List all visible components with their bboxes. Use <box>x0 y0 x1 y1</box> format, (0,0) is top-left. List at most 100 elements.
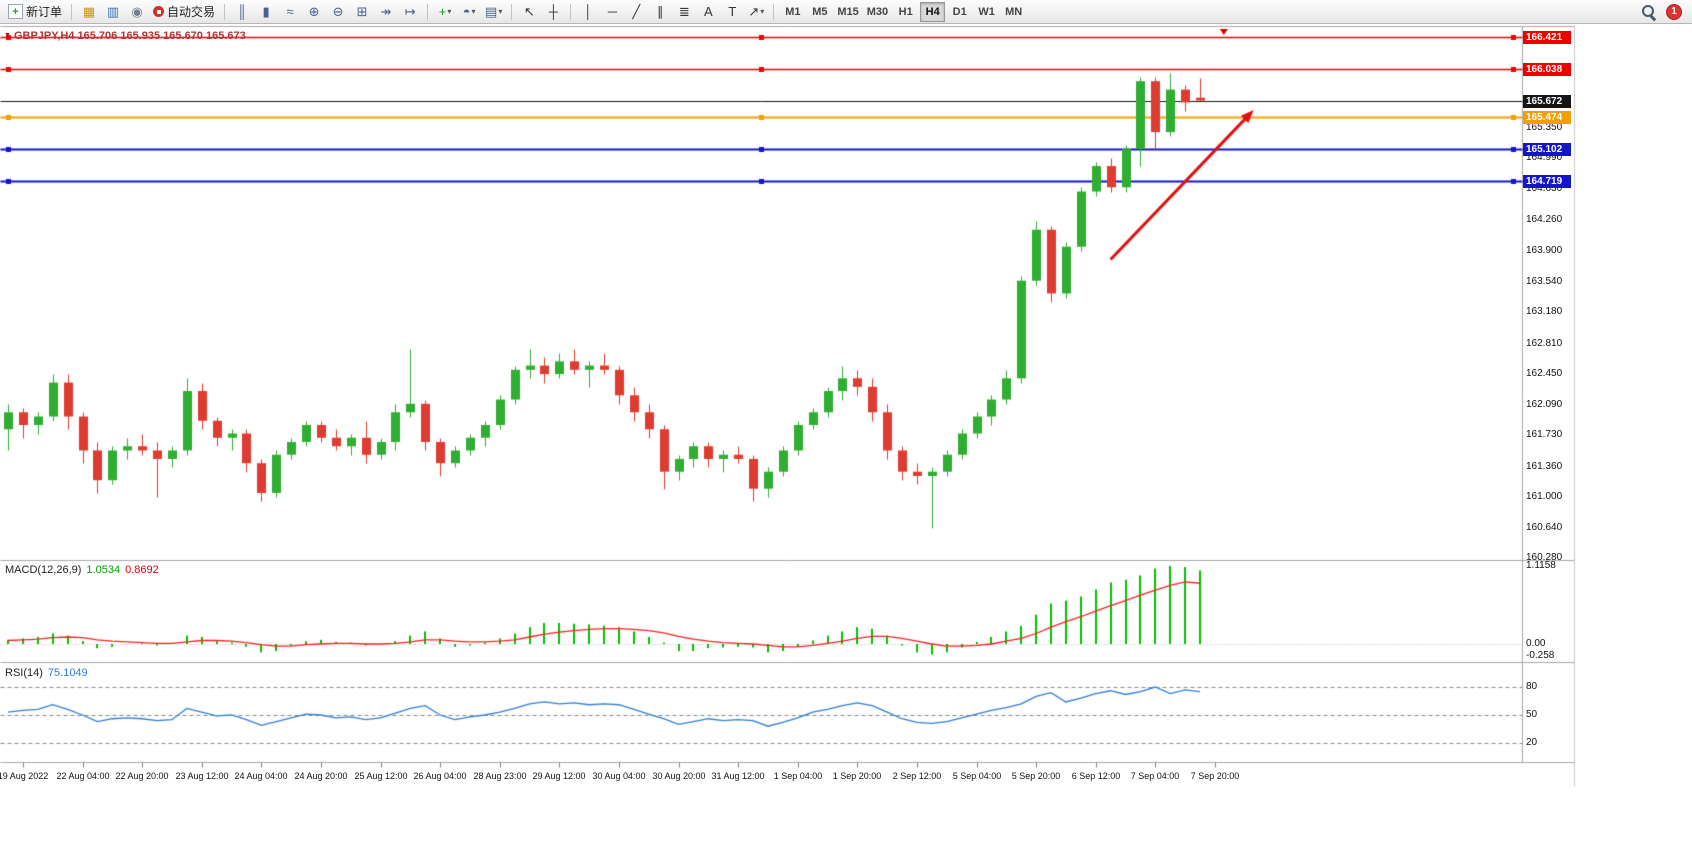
auto-scroll-button[interactable]: ↠ <box>375 2 397 22</box>
toolbar-separator <box>773 3 775 20</box>
time-axis-label: 22 Aug 20:00 <box>115 771 169 781</box>
zoom-in-icon: ⊕ <box>308 4 320 19</box>
price-tag-165.672[interactable]: 165.672 <box>1523 95 1571 108</box>
time-axis-label: 1 Sep 20:00 <box>832 771 882 781</box>
chart-header-text: GBPJPY,H4 165.706 165.935 165.670 165.67… <box>13 30 246 42</box>
zoom-out-button[interactable]: ⊖ <box>327 2 349 22</box>
toolbar-left-group: + 新订单 ▦ ▥ ◉ 自动交易 ║ ▮ ≈ ⊕ ⊖ ⊞ ↠ ↦ + ▾ ◓ ▾ ▤ ▾ ↖ ┼ │ ─ ╱ ∥ ≣ A T ↗ ▾ M1 M5… <box>4 0 1640 23</box>
chart-canvas[interactable] <box>0 24 1692 848</box>
tile-windows-button[interactable]: ⊞ <box>351 2 373 22</box>
data-window-button[interactable]: ▥ <box>102 2 124 22</box>
time-axis-label: 7 Sep 04:00 <box>1130 771 1180 781</box>
chart-shift-button[interactable]: ↦ <box>399 2 421 22</box>
algo-trading-icon <box>153 6 165 17</box>
price-axis-label: 165.350 <box>1526 122 1563 133</box>
price-axis-label: 163.900 <box>1526 245 1563 256</box>
templates-button[interactable]: ▤ ▾ <box>482 2 505 22</box>
trendline-icon: ╱ <box>632 4 641 19</box>
timeframe-M15[interactable]: M15 <box>834 2 861 22</box>
macd-axis-label: -0.258 <box>1526 650 1555 661</box>
horizontal-line-button[interactable]: ─ <box>601 2 623 22</box>
fibonacci-button[interactable]: ≣ <box>673 2 695 22</box>
templates-icon: ▤ <box>485 4 498 19</box>
price-axis-label: 163.540 <box>1526 276 1563 287</box>
timeframe-H4[interactable]: H4 <box>920 1 946 22</box>
periods-button[interactable]: ◓ ▾ <box>458 2 480 22</box>
zoom-out-icon: ⊖ <box>332 4 344 19</box>
text-icon: A <box>704 4 713 19</box>
new-order-button[interactable]: + 新订单 <box>5 2 65 22</box>
rsi-name: RSI(14) <box>5 667 43 679</box>
toolbar-right-group: 1 <box>1640 0 1688 23</box>
time-axis-label: 29 Aug 12:00 <box>532 771 586 781</box>
symbol-marker-icon: ▼ <box>4 32 11 39</box>
candlestick-chart-icon: ▮ <box>262 4 270 19</box>
price-axis-label: 162.090 <box>1526 399 1563 410</box>
time-axis-label: 26 Aug 04:00 <box>413 771 467 781</box>
time-axis-label: 30 Aug 04:00 <box>592 771 646 781</box>
text-button[interactable]: A <box>697 2 719 22</box>
price-axis-label: 161.730 <box>1526 429 1563 440</box>
time-axis-label: 6 Sep 12:00 <box>1071 771 1121 781</box>
auto-scroll-icon: ↠ <box>380 4 392 19</box>
price-tag-166.421[interactable]: 166.421 <box>1523 31 1571 44</box>
candlestick-chart-button[interactable]: ▮ <box>255 2 277 22</box>
time-axis-label: 23 Aug 12:00 <box>175 771 229 781</box>
zoom-in-button[interactable]: ⊕ <box>303 2 325 22</box>
price-axis-label: 162.810 <box>1526 338 1563 349</box>
macd-name: MACD(12,26,9) <box>5 564 82 576</box>
trendline-button[interactable]: ╱ <box>625 2 647 22</box>
bar-chart-button[interactable]: ║ <box>231 2 253 22</box>
timeframe-H1[interactable]: H1 <box>893 2 918 22</box>
price-tag-164.719[interactable]: 164.719 <box>1523 175 1571 188</box>
tile-windows-icon: ⊞ <box>356 4 368 19</box>
macd-signal-value: 0.8692 <box>125 564 159 576</box>
notification-badge[interactable]: 1 <box>1666 3 1682 20</box>
time-axis-label: 7 Sep 20:00 <box>1190 771 1240 781</box>
rsi-axis-label: 80 <box>1526 681 1538 692</box>
timeframe-D1[interactable]: D1 <box>947 2 972 22</box>
timeframe-W1[interactable]: W1 <box>974 2 999 22</box>
chart-ohlc-header: ▼ GBPJPY,H4 165.706 165.935 165.670 165.6… <box>4 30 246 42</box>
price-axis-label: 160.280 <box>1526 552 1563 563</box>
indicators-button[interactable]: + ▾ <box>434 2 456 22</box>
equidistant-channel-button[interactable]: ∥ <box>649 2 671 22</box>
caret-down-icon: ▾ <box>471 7 476 16</box>
line-chart-button[interactable]: ≈ <box>279 2 301 22</box>
search-icon[interactable] <box>1640 3 1657 20</box>
crosshair-button[interactable]: ┼ <box>542 2 564 22</box>
new-order-icon: + <box>8 4 23 19</box>
timeframe-M5[interactable]: M5 <box>807 2 832 22</box>
strategy-tester-button[interactable]: ◉ <box>126 2 148 22</box>
price-tag-165.474[interactable]: 165.474 <box>1523 111 1571 124</box>
caret-down-icon: ▾ <box>447 7 452 16</box>
price-axis-label: 162.450 <box>1526 368 1563 379</box>
time-axis-label: 30 Aug 20:00 <box>652 771 706 781</box>
horizontal-line-icon: ─ <box>607 4 617 19</box>
timeframe-MN[interactable]: MN <box>1001 2 1026 22</box>
price-axis-label: 164.990 <box>1526 152 1563 163</box>
caret-down-icon: ▾ <box>760 7 765 16</box>
caret-down-icon: ▾ <box>498 7 503 16</box>
timeframe-M1[interactable]: M1 <box>780 2 805 22</box>
vertical-line-button[interactable]: │ <box>577 2 599 22</box>
price-tag-166.038[interactable]: 166.038 <box>1523 63 1571 76</box>
rsi-axis-label: 50 <box>1526 709 1538 720</box>
label-button[interactable]: T <box>721 2 743 22</box>
bar-chart-icon: ║ <box>237 4 247 19</box>
line-chart-icon: ≈ <box>286 4 294 19</box>
toolbar-separator <box>71 3 73 20</box>
arrows-button[interactable]: ↗ ▾ <box>745 2 767 22</box>
algo-trading-button[interactable]: 自动交易 <box>150 2 218 22</box>
vertical-line-icon: │ <box>584 4 593 19</box>
time-axis-label: 1 Sep 04:00 <box>773 771 823 781</box>
time-axis-label: 24 Aug 04:00 <box>234 771 288 781</box>
price-tag-165.102[interactable]: 165.102 <box>1523 143 1571 156</box>
timeframe-M30[interactable]: M30 <box>864 2 891 22</box>
time-axis-label: 31 Aug 12:00 <box>711 771 765 781</box>
time-axis-label: 5 Sep 04:00 <box>952 771 1002 781</box>
market-watch-button[interactable]: ▦ <box>78 2 100 22</box>
cursor-button[interactable]: ↖ <box>518 2 540 22</box>
macd-indicator-label: MACD(12,26,9) 1.0534 0.8692 <box>5 564 159 576</box>
time-axis-label: 24 Aug 20:00 <box>294 771 348 781</box>
